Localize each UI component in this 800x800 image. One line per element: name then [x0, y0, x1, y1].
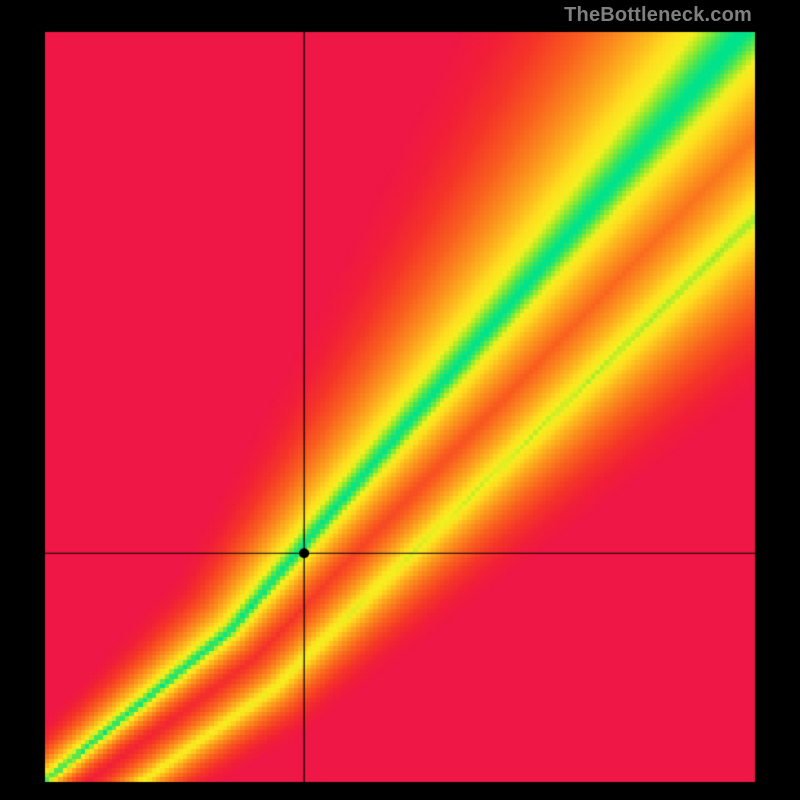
bottleneck-heatmap	[0, 0, 800, 800]
watermark-text: TheBottleneck.com	[564, 4, 752, 27]
